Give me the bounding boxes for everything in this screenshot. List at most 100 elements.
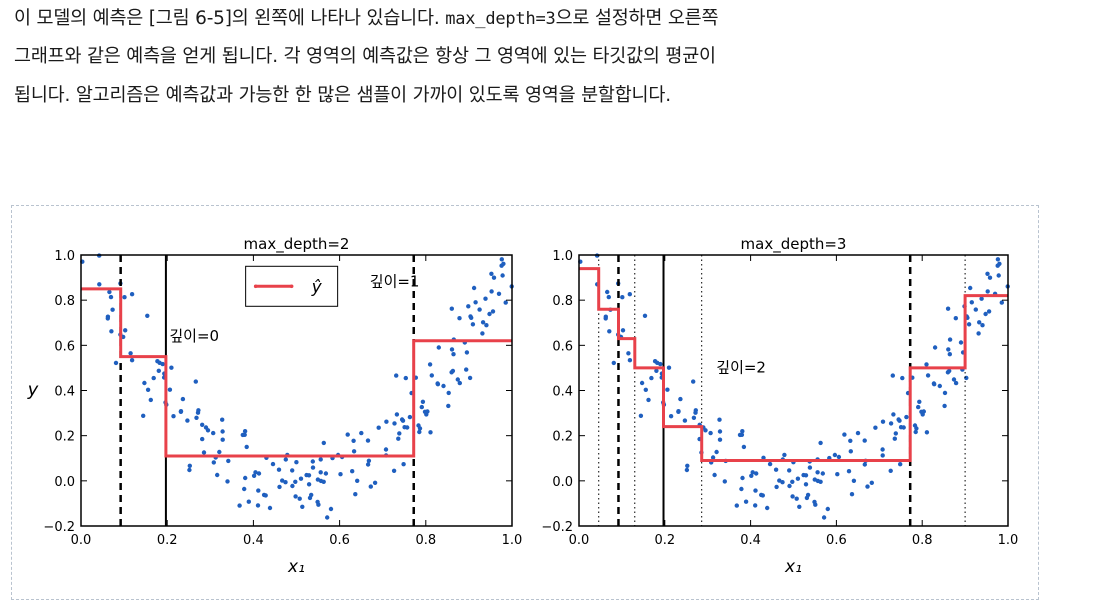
- prediction-line: [579, 267, 1008, 462]
- data-point: [980, 323, 985, 328]
- data-point: [467, 375, 473, 381]
- data-point: [470, 322, 476, 327]
- data-point: [353, 492, 358, 497]
- data-point: [351, 438, 356, 443]
- data-point: [821, 515, 827, 520]
- data-point: [740, 429, 745, 434]
- data-point: [947, 352, 952, 357]
- data-point: [263, 493, 268, 498]
- data-point: [345, 432, 350, 437]
- data-point: [321, 440, 326, 446]
- data-point: [142, 380, 147, 386]
- data-point: [309, 492, 314, 498]
- data-point: [996, 273, 1001, 278]
- legend-label: ŷ: [311, 277, 323, 297]
- data-point: [193, 379, 198, 384]
- data-point: [171, 414, 176, 419]
- data-point: [244, 444, 249, 450]
- data-point: [316, 502, 321, 507]
- data-point: [473, 300, 478, 305]
- data-point: [890, 373, 895, 378]
- data-point: [924, 362, 929, 367]
- chart-1: 0.0 0.2 0.4 0.6 0.8 1.0−0.20.00.20.40.60.81.0…: [27, 235, 523, 577]
- data-point: [366, 458, 372, 463]
- data-point: [394, 373, 399, 378]
- data-point: [787, 468, 792, 473]
- data-point: [384, 419, 389, 424]
- data-point: [449, 347, 455, 352]
- data-point: [958, 340, 964, 345]
- data-point: [419, 404, 424, 410]
- data-point: [97, 282, 102, 287]
- data-point: [145, 313, 150, 318]
- data-point: [201, 450, 207, 455]
- data-point: [113, 360, 119, 366]
- data-point: [397, 431, 402, 436]
- y-tick-label: 0.4: [54, 385, 75, 400]
- data-point: [496, 291, 502, 296]
- paragraph-text: 으로 설정하면 오른쪽: [555, 8, 719, 29]
- data-point: [451, 352, 456, 357]
- data-point: [646, 397, 651, 403]
- data-point: [983, 311, 988, 317]
- x-tick-label: 0.2: [157, 533, 178, 548]
- data-point: [620, 295, 625, 300]
- data-point: [306, 482, 312, 487]
- data-point: [750, 470, 755, 475]
- data-point: [717, 417, 722, 422]
- data-point: [391, 468, 397, 473]
- data-point: [888, 468, 893, 473]
- data-point: [985, 271, 990, 276]
- data-point: [942, 390, 948, 396]
- y-tick-label: 0.8: [54, 294, 75, 309]
- data-point: [987, 275, 993, 280]
- data-point: [151, 375, 156, 381]
- data-point: [365, 438, 371, 443]
- data-point: [499, 257, 504, 262]
- data-point: [782, 452, 787, 458]
- data-point: [803, 473, 809, 478]
- data-point: [457, 316, 462, 321]
- paragraph-line-3: 됩니다. 알고리즘은 예측값과 가능한 한 많은 샘플이 가까이 있도록 영역을…: [14, 85, 671, 106]
- data-point: [773, 467, 779, 472]
- data-point: [924, 430, 930, 435]
- data-point: [449, 306, 454, 311]
- data-point: [790, 479, 795, 484]
- data-point: [855, 430, 861, 436]
- data-point: [714, 449, 719, 455]
- data-point: [145, 387, 151, 392]
- data-point: [896, 417, 901, 422]
- data-point: [187, 467, 192, 473]
- y-tick-label: 0.2: [552, 430, 573, 445]
- data-point: [932, 345, 938, 350]
- data-point: [805, 492, 811, 498]
- inline-code: max_depth=3: [445, 9, 556, 29]
- data-point: [916, 404, 921, 410]
- data-point: [200, 422, 205, 427]
- data-point: [917, 399, 922, 404]
- data-point: [607, 329, 612, 334]
- data-point: [627, 292, 632, 297]
- data-point: [749, 473, 754, 478]
- data-point: [256, 488, 261, 493]
- x-tick-label: 0.6: [826, 533, 847, 548]
- data-point: [167, 387, 173, 392]
- data-point: [682, 418, 688, 423]
- data-point: [946, 347, 951, 352]
- data-point: [484, 323, 489, 328]
- data-point: [318, 457, 323, 462]
- data-point: [995, 263, 1000, 268]
- y-tick-label: 0.2: [54, 430, 75, 445]
- x-tick-label: 0.6: [329, 533, 350, 548]
- data-point: [947, 368, 952, 374]
- data-point: [464, 367, 469, 372]
- y-tick-label: −0.2: [541, 520, 573, 535]
- data-point: [123, 328, 128, 333]
- y-tick-label: 0.8: [552, 294, 573, 309]
- data-point: [338, 472, 343, 477]
- data-point: [129, 358, 135, 363]
- data-point: [503, 300, 508, 305]
- data-point: [108, 294, 114, 300]
- data-point: [323, 471, 329, 476]
- data-point: [350, 469, 355, 474]
